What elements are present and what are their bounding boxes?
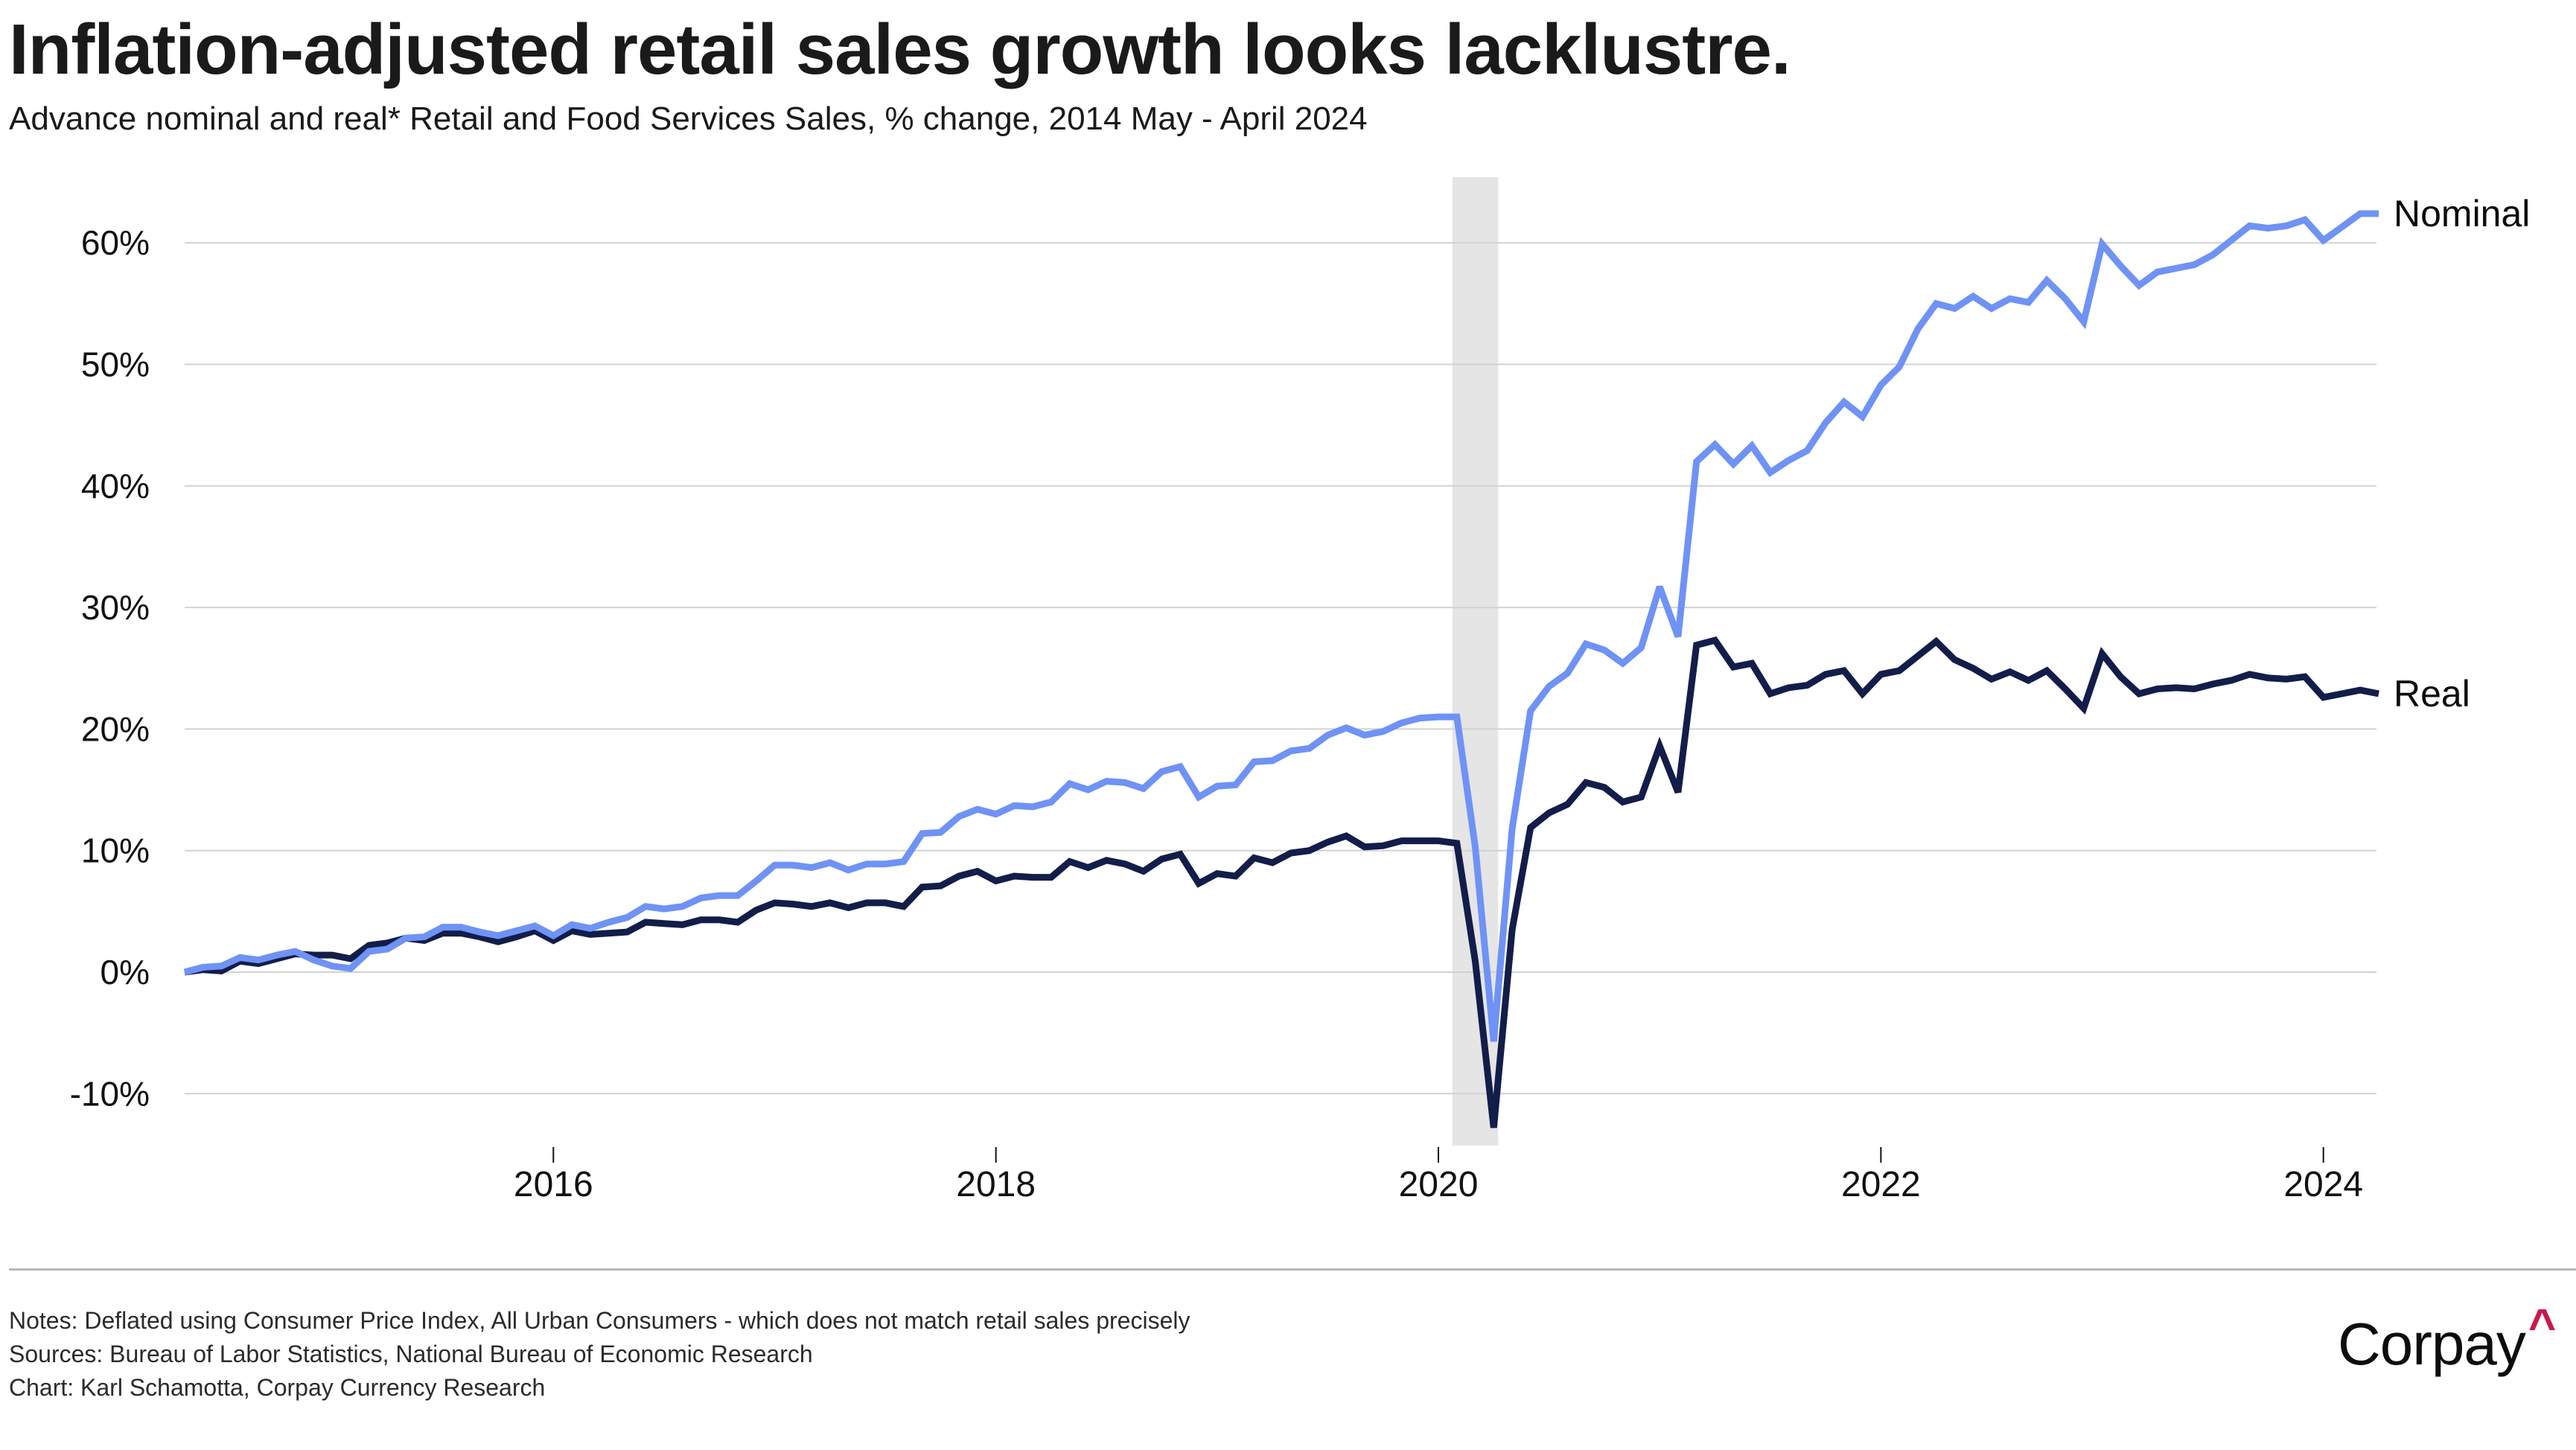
series-label-real: Real <box>2394 673 2470 715</box>
footer-divider <box>9 1268 2576 1271</box>
x-tick-label: 2018 <box>956 1165 1036 1204</box>
y-tick-label: 60% <box>81 223 150 262</box>
footer-notes: Notes: Deflated using Consumer Price Ind… <box>9 1304 1190 1405</box>
logo-wordmark: Corpay <box>2338 1311 2526 1377</box>
y-axis: -10% 0% 10% 20% 30% 40% 50% 60% <box>70 223 150 1113</box>
credit-text: Chart: Karl Schamotta, Corpay Currency R… <box>9 1374 546 1401</box>
gridlines <box>185 242 2376 1095</box>
series-lines <box>183 210 2379 1128</box>
y-tick-label: 50% <box>81 345 150 384</box>
caret-icon: ^ <box>2528 1299 2556 1352</box>
series-line-nominal <box>183 210 2379 1042</box>
x-tick-label: 2016 <box>514 1165 593 1204</box>
corpay-logo: Corpay^ <box>2338 1302 2556 1374</box>
y-tick-label: 0% <box>101 953 150 991</box>
y-tick-label: 40% <box>81 467 150 505</box>
x-tick-label: 2022 <box>1841 1165 1921 1204</box>
x-tick-label: 2024 <box>2283 1165 2363 1204</box>
y-tick-label: 30% <box>81 588 150 627</box>
line-chart: -10% 0% 10% 20% 30% 40% 50% 60% 2016 2018 2020 202… <box>70 177 2530 1204</box>
y-tick-label: -10% <box>70 1074 150 1113</box>
y-tick-label: 20% <box>81 709 150 748</box>
series-line-real <box>184 636 2379 1128</box>
x-axis: 2016 2018 2020 2022 2024 <box>514 1147 2363 1204</box>
chart-subtitle: Advance nominal and real* Retail and Foo… <box>9 100 1368 137</box>
series-label-nominal: Nominal <box>2394 193 2530 234</box>
series-labels: Real Nominal <box>2394 193 2530 715</box>
notes-text: Notes: Deflated using Consumer Price Ind… <box>9 1307 1190 1334</box>
y-tick-label: 10% <box>81 831 150 870</box>
chart-title: Inflation-adjusted retail sales growth l… <box>9 10 1791 89</box>
x-tick-label: 2020 <box>1399 1165 1479 1204</box>
sources-text: Sources: Bureau of Labor Statistics, Nat… <box>9 1341 813 1367</box>
